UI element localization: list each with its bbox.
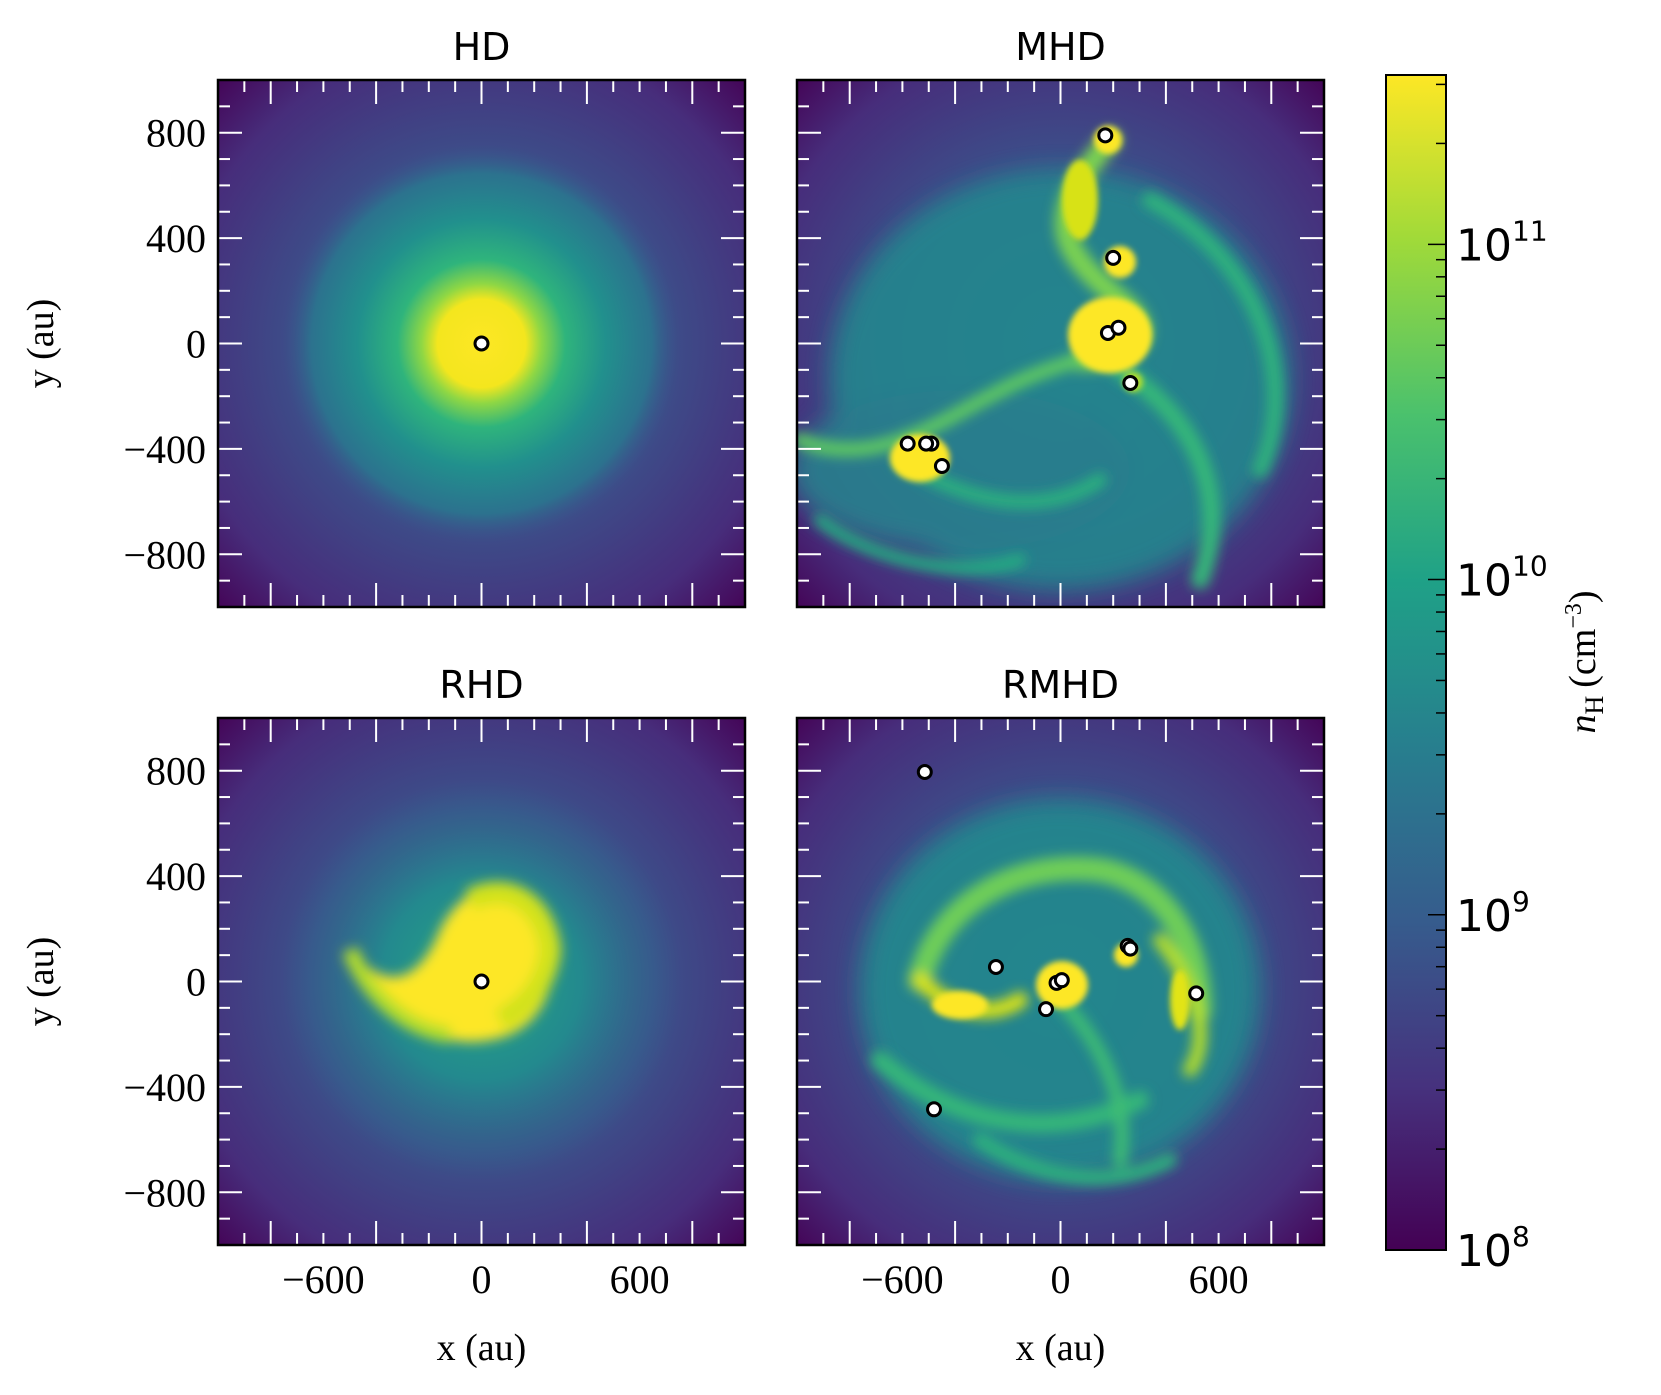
x-tick-label: 600: [610, 1257, 670, 1302]
sink-particle: [473, 973, 490, 990]
y-tick-label: −800: [123, 532, 206, 577]
panel-title: MHD: [1015, 25, 1106, 69]
colorbar-label: nH(cm−3): [1561, 590, 1609, 733]
sink-particle: [1188, 985, 1205, 1002]
colorbar-tick-label: 108: [1456, 1220, 1530, 1277]
y-axis-label: y (au): [20, 937, 62, 1027]
y-tick-label: −400: [123, 427, 206, 472]
sink-particle: [899, 435, 916, 452]
sink-particle: [1053, 972, 1070, 989]
panel-rhd: RHD 800 400 0 −400 −800 −600 0 600 y (au) x (au): [20, 663, 747, 1369]
sink-particle: [1122, 375, 1139, 392]
panel-rmhd-frame: [795, 716, 1326, 1247]
panel-mhd: MHD: [795, 25, 1326, 609]
sink-particle: [933, 458, 950, 475]
colorbar-tick-label: 1011: [1456, 214, 1548, 271]
sink-particle: [1097, 127, 1114, 144]
colorbar: 1011 1010 109 108 nH(cm−3): [1385, 74, 1609, 1277]
sink-particle: [473, 335, 490, 352]
sink-particle: [916, 764, 933, 781]
colorbar-tick-label: 109: [1456, 885, 1530, 942]
y-tick-label: 800: [146, 749, 206, 794]
panel-rhd-frame: [216, 716, 747, 1247]
panel-rhd-image: [218, 718, 745, 1245]
panel-hd: HD 800 400 0 −400 −800 y (au): [20, 25, 747, 609]
panel-mhd-image: [797, 80, 1324, 607]
y-tick-label: 0: [186, 322, 206, 367]
sink-particle: [1105, 249, 1122, 266]
x-axis-label: x (au): [437, 1327, 527, 1369]
x-tick-label: −600: [861, 1257, 944, 1302]
panel-title: RMHD: [1002, 663, 1119, 707]
sink-particle: [987, 959, 1004, 976]
y-tick-label: −800: [123, 1170, 206, 1215]
x-tick-label: 0: [1051, 1257, 1071, 1302]
y-tick-label: 0: [186, 960, 206, 1005]
panel-rmhd: RMHD −600 0 600 x (au): [795, 663, 1326, 1369]
sink-particle: [918, 435, 935, 452]
x-tick-label: 0: [472, 1257, 492, 1302]
panel-title: RHD: [439, 663, 523, 707]
sink-particle: [1122, 940, 1139, 957]
colorbar-tick-label: 1010: [1456, 550, 1548, 607]
panel-title: HD: [453, 25, 511, 69]
y-tick-label: 800: [146, 111, 206, 156]
panel-hd-frame: [216, 78, 747, 609]
colorbar-gradient: [1385, 74, 1447, 1251]
x-axis-label: x (au): [1016, 1327, 1106, 1369]
y-tick-label: 400: [146, 854, 206, 899]
x-tick-label: 600: [1189, 1257, 1249, 1302]
x-tick-label: −600: [282, 1257, 365, 1302]
y-tick-label: −400: [123, 1065, 206, 1110]
sink-particle: [1038, 1001, 1055, 1018]
y-tick-label: 400: [146, 216, 206, 261]
panel-mhd-ticks: [796, 79, 1325, 608]
panel-rhd-ticks: [217, 717, 746, 1246]
sink-particle: [926, 1101, 943, 1118]
panel-hd-ticks: [217, 79, 746, 608]
sink-particle: [1110, 319, 1127, 336]
panel-mhd-frame: [795, 78, 1326, 609]
y-axis-label: y (au): [20, 299, 62, 389]
